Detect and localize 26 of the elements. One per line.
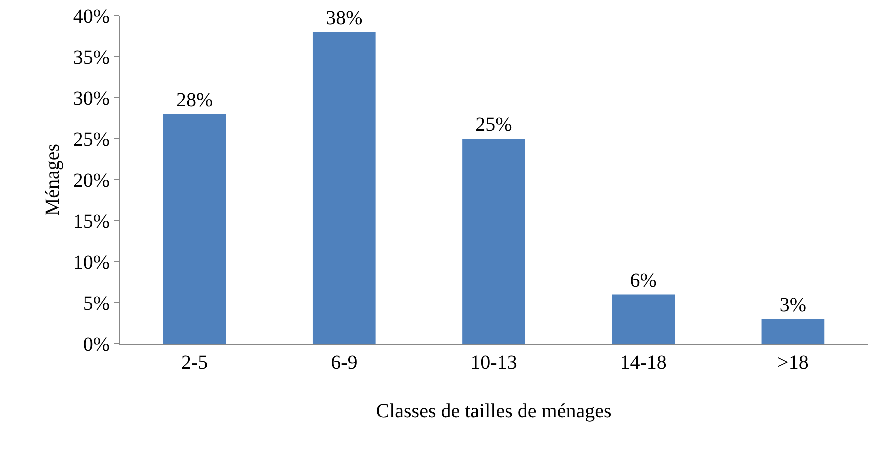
y-tick-label: 5% xyxy=(83,293,110,315)
y-tick-label: 0% xyxy=(83,334,110,356)
x-tick-label: 2-5 xyxy=(181,352,208,374)
y-tick-label: 20% xyxy=(73,170,110,192)
y-tick-label: 25% xyxy=(73,129,110,151)
data-label: 25% xyxy=(476,114,512,136)
bar xyxy=(762,319,825,344)
y-tick-label: 40% xyxy=(73,6,110,28)
y-axis-title: Ménages xyxy=(42,144,64,216)
x-tick-label: 10-13 xyxy=(470,352,518,374)
y-tick-label: 10% xyxy=(73,252,110,274)
y-tick-label: 30% xyxy=(73,88,110,110)
bar xyxy=(612,294,676,344)
bar xyxy=(163,114,226,344)
data-label: 6% xyxy=(630,270,657,292)
y-tick-label: 35% xyxy=(73,47,110,69)
x-tick-label: 6-9 xyxy=(331,352,358,374)
bar xyxy=(312,32,376,344)
x-tick-label: 14-18 xyxy=(620,352,667,374)
x-axis-title: Classes de tailles de ménages xyxy=(376,400,612,422)
data-label: 3% xyxy=(780,294,807,316)
bar xyxy=(462,139,526,344)
x-tick-label: >18 xyxy=(778,352,809,374)
y-tick-label: 15% xyxy=(73,211,110,233)
data-label: 28% xyxy=(176,89,214,112)
data-label: 38% xyxy=(326,7,363,30)
